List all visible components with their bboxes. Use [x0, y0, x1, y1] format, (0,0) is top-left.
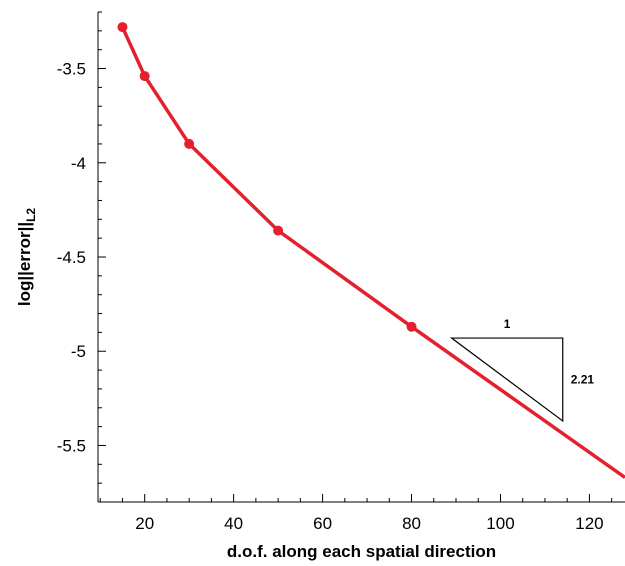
x-axis-title: d.o.f. along each spatial direction — [227, 542, 496, 561]
y-tick-label: -5 — [71, 342, 86, 361]
y-axis-title-subscript: L2 — [24, 208, 38, 222]
data-point — [139, 71, 150, 82]
series — [117, 22, 625, 479]
x-tick-label: 120 — [575, 514, 603, 533]
y-tick-label: -4.5 — [57, 248, 86, 267]
x-tick-label: 20 — [135, 514, 154, 533]
x-tick-label: 100 — [486, 514, 514, 533]
slope-rise-label: 2.21 — [571, 373, 595, 387]
x-tick-label: 60 — [313, 514, 332, 533]
y-tick-label: -3.5 — [57, 60, 86, 79]
data-point — [273, 225, 284, 236]
axis-ticks: 20 40 60 80 100 120 -3.5 -4 -4.5 -5 -5.5 — [57, 11, 613, 533]
data-point — [406, 321, 417, 332]
slope-run-label: 1 — [504, 317, 511, 331]
slope-triangle-outline — [449, 337, 564, 423]
data-point — [117, 22, 128, 33]
series-line — [120, 26, 625, 479]
x-tick-label: 80 — [402, 514, 421, 533]
slope-triangle: 12.21 — [449, 317, 595, 423]
data-point — [184, 138, 195, 149]
y-tick-label: -5.5 — [57, 436, 86, 455]
y-tick-label: -4 — [71, 154, 86, 173]
x-tick-label: 40 — [224, 514, 243, 533]
axes — [97, 12, 625, 503]
y-axis-title-main: log||error|| — [15, 222, 34, 306]
y-axis-title: log||error||L2 — [15, 208, 38, 307]
